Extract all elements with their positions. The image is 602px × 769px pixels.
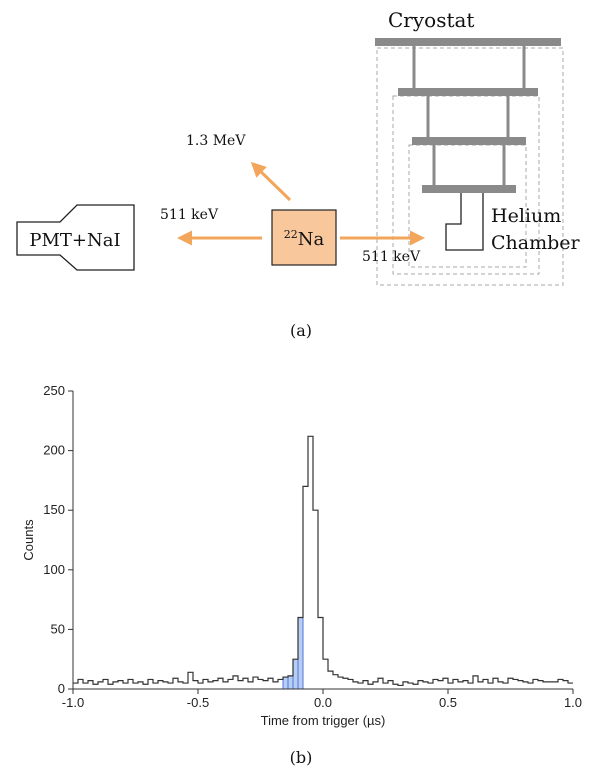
helium-chamber [445,193,484,251]
y-tick-label: 250 [43,383,65,398]
highlight-bin [283,677,288,689]
gamma-right-label: 511 keV [362,249,421,265]
caption-a: (a) [290,321,312,340]
source-box [271,209,337,266]
panel-b: -1.0 -0.5 0.0 0.5 1.0 0 50 100 150 200 250 Time f… [21,383,582,767]
y-ticks: 0 50 100 150 200 250 [43,383,73,696]
cryostat-posts [412,46,526,185]
x-axis-label: Time from trigger (µs) [261,713,386,728]
gamma-left-label: 511 keV [160,207,219,223]
x-tick-label: 0.0 [314,695,332,710]
cryostat-plate-2 [398,88,538,96]
source-symbol: Na [298,229,325,250]
x-tick-label: -1.0 [62,695,84,710]
caption-b: (b) [290,748,313,767]
histogram-line [73,435,573,687]
x-tick-label: -0.5 [187,695,209,710]
cryostat-plate-3 [412,137,526,145]
cryostat-plate-4 [422,185,516,193]
panel-a: Cryostat Helium Chamber 22Na 1.3 MeV 511… [16,8,581,340]
x-tick-label: 0.5 [439,695,457,710]
y-tick-label: 150 [43,502,65,517]
highlight-bin [288,675,293,689]
cryostat-label: Cryostat [388,8,474,32]
y-tick-label: 200 [43,443,65,458]
cryostat-plate-1 [375,38,561,46]
highlight-bin [298,617,303,689]
source-label: 22Na [284,228,325,250]
detector-shape [16,204,135,271]
y-tick-label: 100 [43,562,65,577]
histogram-highlight [283,617,303,689]
chamber-label-line2: Chamber [491,232,581,254]
gamma-up-label: 1.3 MeV [186,133,246,149]
x-tick-label: 1.0 [564,695,582,710]
gamma-arrow-up [250,161,292,202]
cryostat-plates [375,38,561,193]
highlight-bin [293,659,298,689]
chamber-label-line1: Helium [491,205,561,227]
y-tick-label: 0 [58,681,65,696]
y-axis-label: Counts [21,519,36,561]
cryostat-outer-dashed [376,47,564,286]
detector-label: PMT+NaI [29,230,120,251]
source-mass: 22 [284,228,298,241]
y-tick-label: 50 [51,621,65,636]
x-ticks: -1.0 -0.5 0.0 0.5 1.0 [62,689,582,710]
